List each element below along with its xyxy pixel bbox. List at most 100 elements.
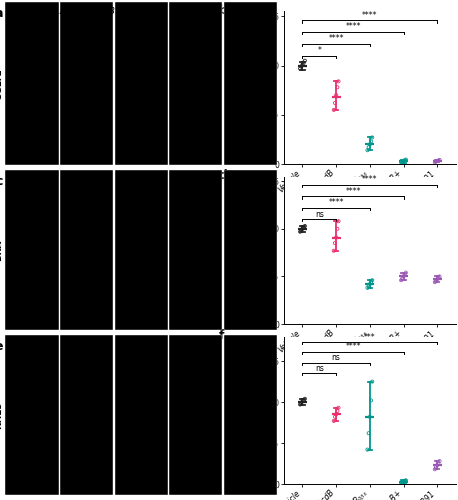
Point bbox=[299, 397, 306, 405]
Point bbox=[364, 146, 371, 154]
Point bbox=[432, 158, 440, 166]
Point bbox=[335, 404, 342, 412]
Point bbox=[398, 158, 405, 166]
Y-axis label: NHE3 relative intensity: NHE3 relative intensity bbox=[255, 358, 264, 463]
Point bbox=[435, 274, 442, 281]
Point bbox=[436, 272, 443, 280]
Point bbox=[296, 400, 304, 408]
Point bbox=[301, 395, 309, 403]
Point bbox=[331, 413, 338, 421]
Point bbox=[398, 478, 406, 486]
Point bbox=[365, 144, 372, 152]
Point bbox=[400, 478, 407, 486]
Text: ****: **** bbox=[362, 176, 377, 184]
Point bbox=[431, 158, 438, 166]
Text: R20291: R20291 bbox=[233, 8, 268, 16]
Text: ****: **** bbox=[345, 342, 361, 351]
Point bbox=[434, 276, 441, 283]
Point bbox=[398, 276, 405, 284]
Point bbox=[366, 140, 373, 148]
Point bbox=[398, 274, 406, 282]
Point bbox=[334, 84, 341, 92]
Text: e: e bbox=[0, 340, 3, 353]
Point bbox=[364, 284, 371, 292]
Point bbox=[300, 58, 307, 66]
Point bbox=[434, 461, 441, 469]
Point bbox=[298, 399, 305, 407]
Point bbox=[436, 457, 443, 465]
Point bbox=[298, 226, 305, 234]
Point bbox=[367, 138, 375, 145]
Text: ****: **** bbox=[345, 22, 361, 32]
Point bbox=[401, 270, 409, 278]
Text: a: a bbox=[0, 8, 3, 20]
Text: A+ B₀ⱼₜₓ: A+ B₀ⱼₜₓ bbox=[125, 8, 159, 16]
Text: ****: **** bbox=[345, 186, 361, 196]
Text: A₀ⱼₜₓ B+: A₀ⱼₜₓ B+ bbox=[179, 8, 213, 16]
Point bbox=[369, 276, 376, 284]
Point bbox=[432, 463, 440, 471]
Point bbox=[367, 396, 375, 404]
Text: NHE3: NHE3 bbox=[0, 401, 3, 429]
Point bbox=[366, 413, 373, 421]
Point bbox=[334, 225, 341, 233]
Y-axis label: SGLT1 relative intensity: SGLT1 relative intensity bbox=[255, 34, 264, 142]
Point bbox=[398, 479, 405, 487]
Text: SGLT1: SGLT1 bbox=[0, 68, 3, 99]
Point bbox=[401, 156, 409, 164]
Point bbox=[333, 410, 340, 418]
Point bbox=[369, 378, 376, 386]
Text: c: c bbox=[0, 175, 3, 188]
Point bbox=[432, 276, 440, 284]
Point bbox=[335, 78, 342, 86]
Point bbox=[330, 246, 338, 254]
Point bbox=[330, 106, 338, 114]
Text: ns: ns bbox=[315, 210, 324, 218]
Point bbox=[298, 62, 305, 70]
Point bbox=[398, 158, 406, 166]
Point bbox=[331, 99, 338, 107]
Text: ****: **** bbox=[328, 34, 344, 43]
Point bbox=[333, 91, 340, 99]
Text: ****: **** bbox=[362, 10, 377, 20]
Point bbox=[335, 217, 342, 225]
Text: ***: *** bbox=[364, 332, 376, 342]
Text: ns: ns bbox=[332, 353, 341, 362]
Point bbox=[434, 157, 441, 165]
Point bbox=[331, 239, 338, 247]
Point bbox=[369, 134, 376, 141]
Text: ****: **** bbox=[328, 198, 344, 207]
Point bbox=[400, 157, 407, 165]
Point bbox=[402, 156, 409, 164]
Point bbox=[300, 224, 307, 232]
Text: ns: ns bbox=[315, 364, 324, 372]
Point bbox=[301, 222, 309, 230]
Text: f: f bbox=[219, 329, 224, 342]
Point bbox=[435, 156, 442, 164]
Point bbox=[296, 228, 304, 235]
Text: b: b bbox=[219, 4, 228, 17]
Point bbox=[333, 234, 340, 241]
Point bbox=[301, 56, 309, 64]
Text: Vehicle: Vehicle bbox=[16, 8, 49, 16]
Point bbox=[334, 407, 341, 415]
Point bbox=[365, 429, 372, 437]
Text: d: d bbox=[219, 169, 228, 182]
Point bbox=[401, 477, 409, 485]
Point bbox=[402, 268, 409, 276]
Point bbox=[431, 465, 438, 473]
Point bbox=[365, 282, 372, 290]
Point bbox=[330, 417, 338, 425]
Point bbox=[299, 225, 306, 233]
Point bbox=[364, 446, 371, 454]
Point bbox=[400, 272, 407, 280]
Point bbox=[366, 280, 373, 288]
Point bbox=[436, 156, 443, 164]
Point bbox=[299, 60, 306, 68]
Text: ΔtcdA ΔtcdB: ΔtcdA ΔtcdB bbox=[60, 8, 115, 16]
Text: *: * bbox=[317, 46, 321, 55]
Point bbox=[296, 64, 304, 72]
Point bbox=[435, 460, 442, 468]
Text: DRA: DRA bbox=[0, 240, 3, 260]
Point bbox=[300, 396, 307, 404]
